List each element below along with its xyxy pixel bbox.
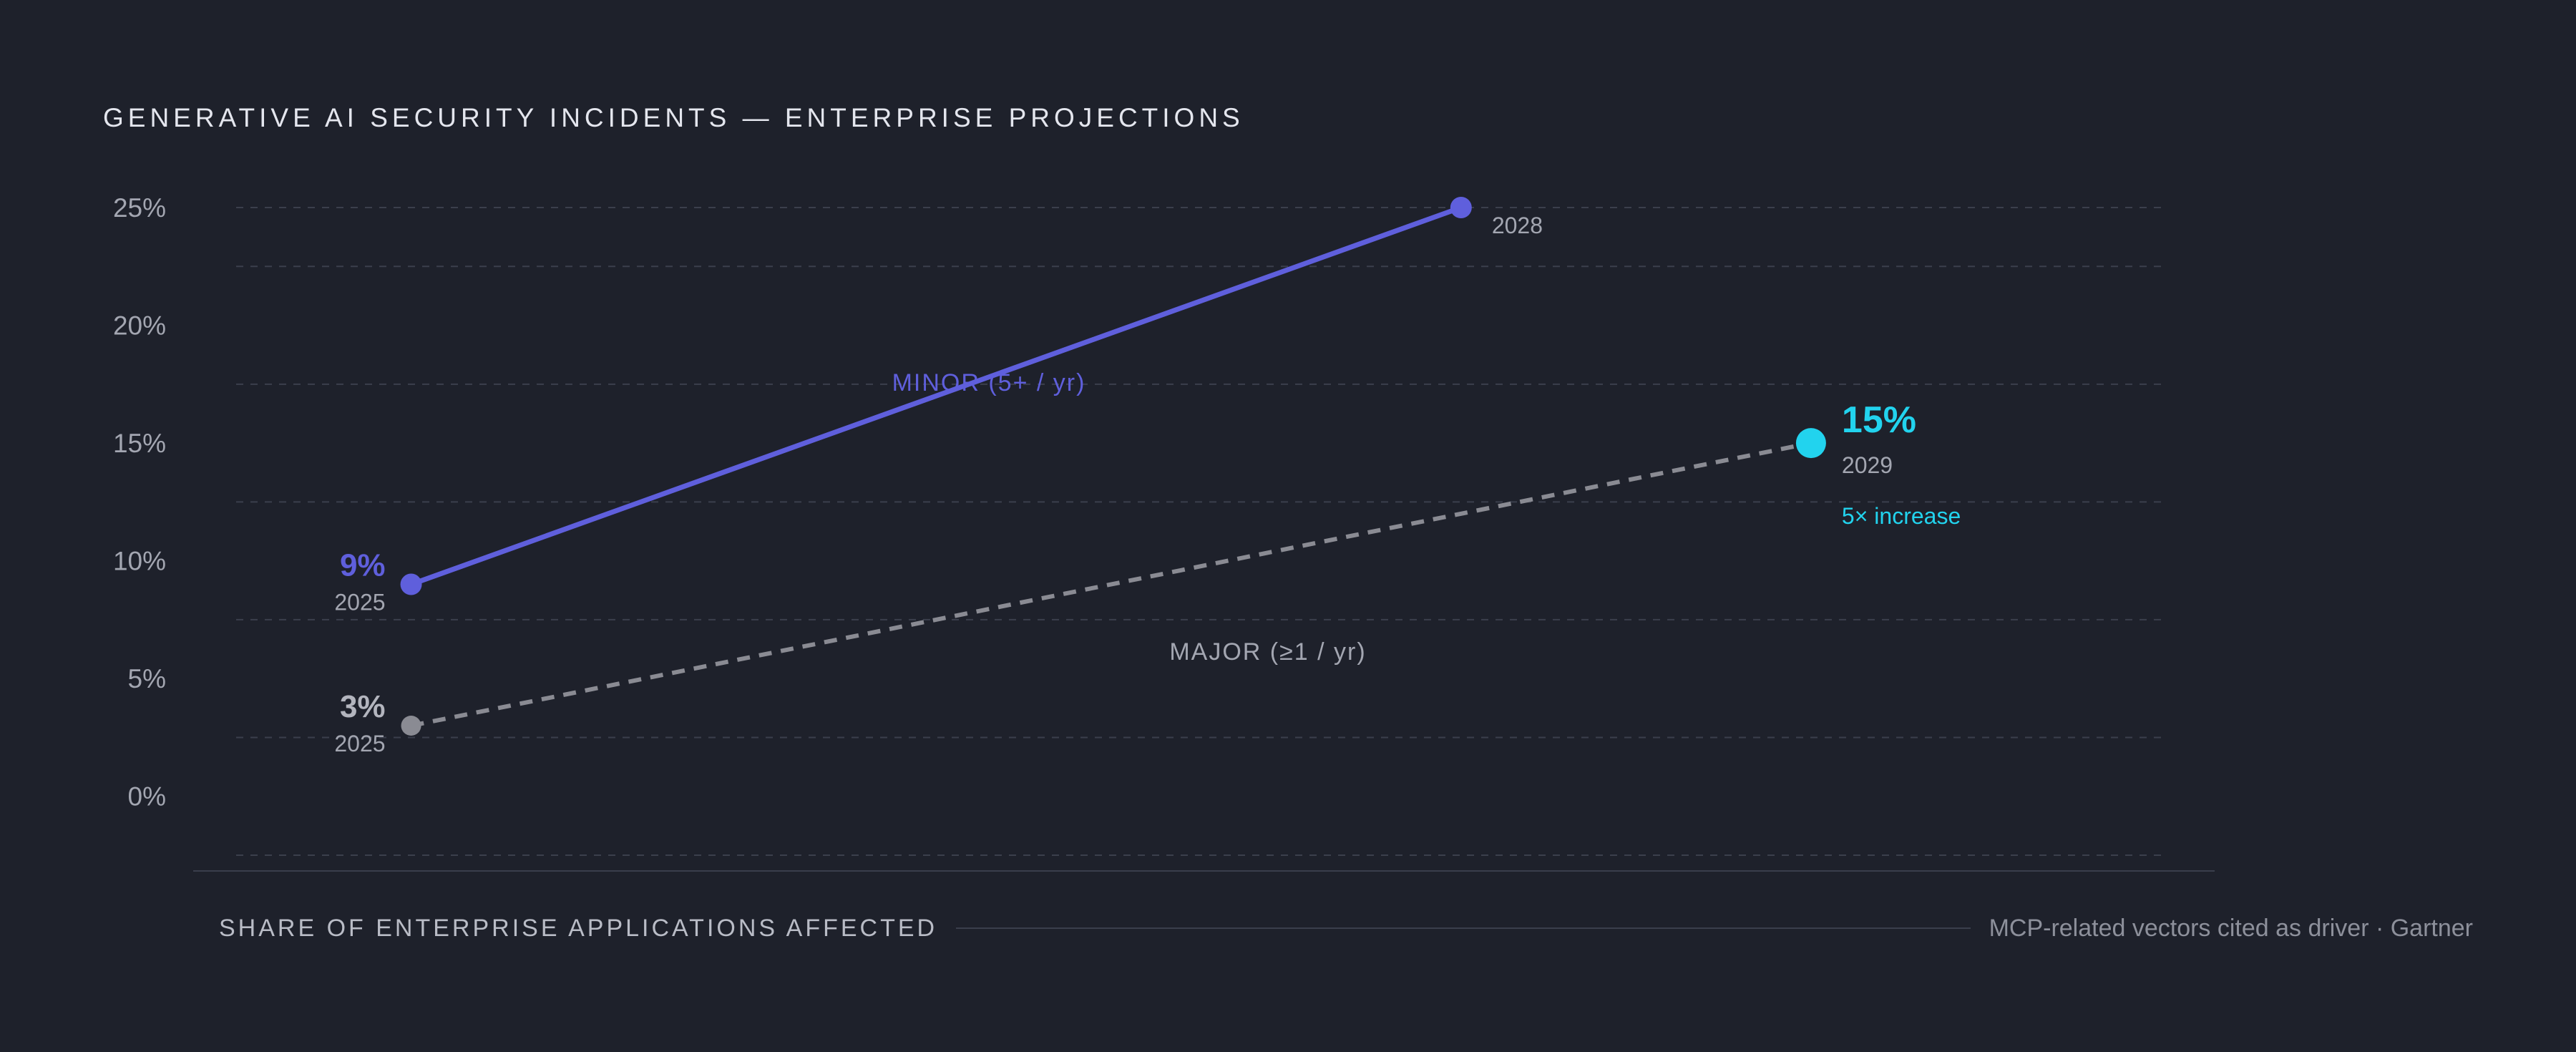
point-minor-2028 [1450,197,1472,218]
point-minor-2025 [400,573,422,595]
y-tick-label: 20% [113,311,166,341]
y-tick-label: 25% [113,193,166,223]
data-label-major-2029-value: 15% [1842,399,1916,441]
data-label-minor-2025-value: 9% [340,548,386,583]
data-labels: MINOR (5+ / yr) MAJOR (≥1 / yr) 9% 2025 2028… [334,213,1961,756]
series-lines [400,197,1826,736]
data-label-major-2029-note: 5× increase [1842,503,1961,529]
footer-divider [956,927,1971,929]
chart-title: GENERATIVE AI SECURITY INCIDENTS — ENTER… [103,103,1244,132]
series-line-minor [409,205,1464,588]
point-major-2029 [1795,428,1826,459]
y-tick-label: 10% [113,547,166,576]
y-tick-label: 0% [128,782,166,812]
data-label-major-2025-year: 2025 [334,731,385,756]
data-label-minor-2025-year: 2025 [334,590,385,615]
footer-axis-caption: SHARE OF ENTERPRISE APPLICATIONS AFFECTE… [219,914,938,942]
series-label-major: MAJOR (≥1 / yr) [1169,638,1366,666]
gridlines [236,207,2161,856]
y-tick-label: 5% [128,664,166,693]
data-label-major-2029-year: 2029 [1842,452,1893,478]
chart-footer: SHARE OF ENTERPRISE APPLICATIONS AFFECTE… [219,910,2473,946]
series-label-minor: MINOR (5+ / yr) [892,369,1086,396]
y-tick-label: 15% [113,429,166,458]
data-label-minor-2028-year: 2028 [1492,213,1543,238]
data-label-major-2025-value: 3% [340,689,386,724]
footer-source-note: MCP-related vectors cited as driver · Ga… [1989,914,2473,942]
y-axis-ticks: 0% 5% 10% 15% 20% 25% [113,193,166,812]
point-major-2025 [401,716,421,736]
series-line-major [410,441,1812,728]
